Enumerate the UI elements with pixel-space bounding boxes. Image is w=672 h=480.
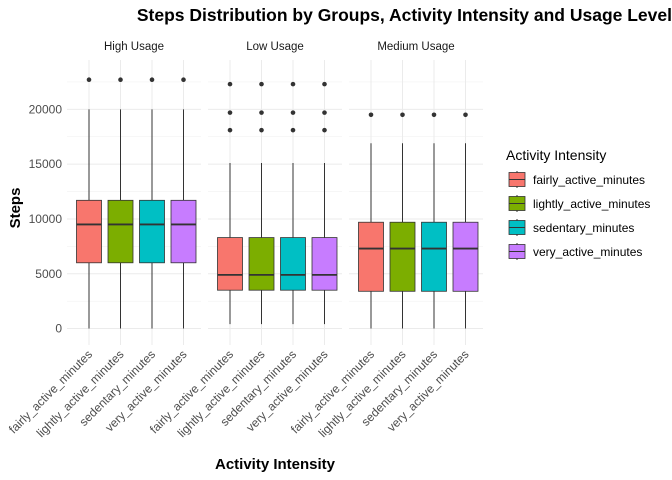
box	[248, 81, 275, 325]
outlier-point	[322, 81, 327, 87]
outlier-point	[259, 127, 264, 133]
facet-label: High Usage	[104, 41, 164, 53]
outlier-point	[227, 110, 233, 115]
box	[170, 77, 197, 329]
box-body	[217, 237, 243, 291]
box	[452, 112, 479, 329]
legend-items: fairly_active_minutes lightly_active_minu…	[508, 171, 650, 260]
legend-item: very_active_minutes	[508, 243, 642, 260]
facet-label: Low Usage	[246, 41, 304, 53]
box	[311, 81, 338, 325]
legend-label: fairly_active_minutes	[533, 173, 645, 187]
box	[217, 81, 243, 325]
outlier-point	[290, 127, 296, 133]
box-body	[311, 237, 338, 291]
box	[389, 112, 416, 329]
box	[421, 112, 447, 329]
y-tick-label: 0	[55, 322, 62, 336]
box	[76, 77, 102, 329]
box	[280, 81, 306, 325]
outlier-point	[290, 110, 296, 115]
legend-label: sedentary_minutes	[533, 221, 634, 235]
outlier-point	[290, 81, 296, 87]
outlier-point	[259, 110, 264, 115]
y-tick-label: 15000	[29, 157, 63, 171]
box-body	[280, 237, 306, 291]
outlier-point	[259, 81, 264, 87]
legend-item: lightly_active_minutes	[508, 195, 650, 212]
outlier-point	[118, 77, 123, 83]
outlier-point	[227, 81, 233, 87]
outlier-point	[431, 112, 437, 118]
outlier-point	[400, 112, 405, 118]
y-tick-label: 10000	[29, 212, 63, 226]
outlier-point	[227, 127, 233, 133]
outlier-point	[322, 110, 327, 115]
box-body	[107, 199, 134, 264]
box-body	[248, 237, 275, 291]
y-axis-title: Steps	[7, 188, 24, 229]
facet-panels: High Usagefairly_active_minuteslightly_a…	[6, 41, 483, 440]
facet-panel: High Usagefairly_active_minuteslightly_a…	[6, 41, 201, 440]
box-body	[170, 199, 197, 264]
box-body	[76, 199, 102, 264]
x-axis-title: Activity Intensity	[215, 456, 336, 473]
box	[358, 112, 384, 329]
y-axis: 0 5000 10000 15000 20000	[29, 102, 63, 335]
box-body	[421, 221, 447, 292]
legend-label: very_active_minutes	[533, 245, 642, 259]
box-body	[452, 221, 479, 292]
y-tick-label: 5000	[35, 267, 62, 281]
box-body	[139, 199, 165, 264]
y-tick-label: 20000	[29, 102, 63, 116]
legend-item: fairly_active_minutes	[508, 171, 645, 188]
facet-label: Medium Usage	[377, 41, 454, 53]
box-body	[358, 221, 384, 292]
legend: Activity Intensity fairly_active_minutes…	[506, 147, 650, 260]
box	[107, 77, 134, 329]
box-body	[389, 221, 416, 292]
outlier-point	[322, 127, 327, 133]
legend-label: lightly_active_minutes	[533, 197, 650, 211]
legend-title: Activity Intensity	[506, 147, 606, 163]
outlier-point	[86, 77, 92, 83]
outlier-point	[149, 77, 155, 83]
legend-item: sedentary_minutes	[508, 219, 634, 236]
outlier-point	[181, 77, 186, 83]
outlier-point	[368, 112, 374, 118]
outlier-point	[463, 112, 468, 118]
chart-title: Steps Distribution by Groups, Activity I…	[137, 5, 672, 25]
box	[139, 77, 165, 329]
